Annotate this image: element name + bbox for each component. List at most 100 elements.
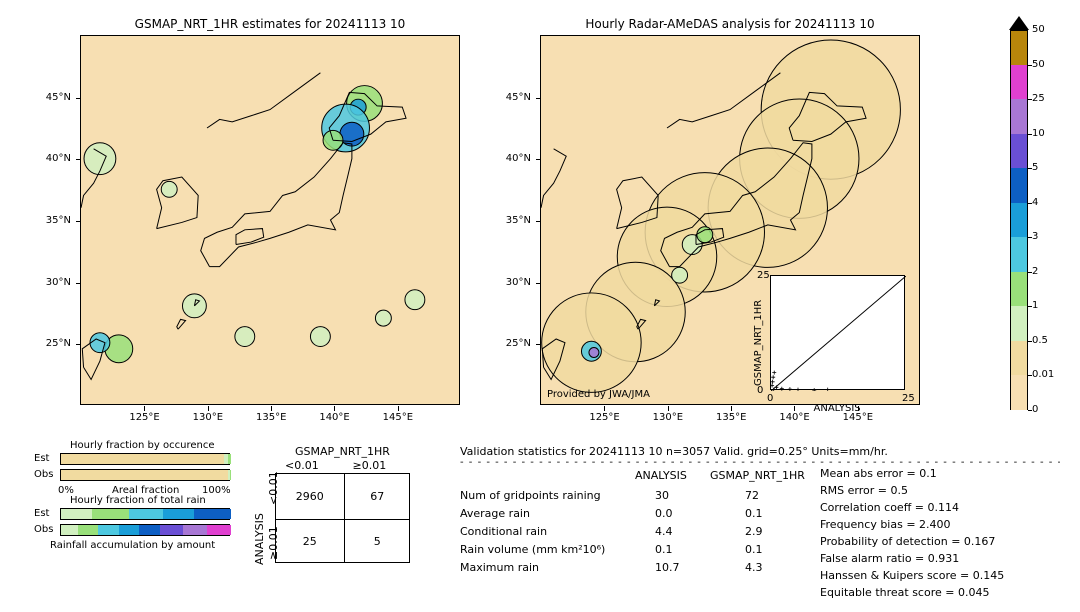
contingency-col-header: ≥0.01 (353, 459, 387, 472)
contingency-cell: 2960 (276, 474, 344, 519)
bars-row (60, 469, 230, 481)
colorbar-tick-label: 0 (1032, 404, 1038, 415)
validation-row-label: Rain volume (mm km²10⁶) (460, 543, 605, 556)
colorbar-segment (1010, 134, 1028, 169)
validation-gsmap-value: 2.9 (745, 525, 763, 538)
bars-segment (194, 509, 231, 519)
xtick-label: 125°E (589, 412, 619, 423)
bars-row-label: Est (34, 508, 49, 519)
validation-stat: Correlation coeff = 0.114 (820, 501, 959, 514)
bars-segment (160, 525, 184, 535)
bars-segment (92, 509, 129, 519)
validation-analysis-value: 0.0 (655, 507, 673, 520)
xtick-label: 135°E (256, 412, 286, 423)
xtick-label: 140°E (319, 412, 349, 423)
validation-row-label: Average rain (460, 507, 530, 520)
ytick-label: 30°N (506, 277, 531, 288)
scatter-xtick: 25 (902, 393, 915, 404)
colorbar-tick-label: 50 (1032, 24, 1045, 35)
bars-row-label: Est (34, 453, 49, 464)
bars-title: Hourly fraction of total rain (70, 495, 206, 506)
ytick-label: 45°N (506, 92, 531, 103)
bars-segment (139, 525, 159, 535)
bars-segment (230, 470, 231, 480)
bars-row-label: Obs (34, 469, 53, 480)
validation-gsmap-value: 0.1 (745, 507, 763, 520)
ytick-label: 25°N (46, 338, 71, 349)
validation-gsmap-value: 4.3 (745, 561, 763, 574)
contingency-side-label: ANALYSIS (253, 513, 266, 565)
colorbar-tick-label: 3 (1032, 231, 1038, 242)
map-left: GSMAP_NRT_1HR estimates for 20241113 10 … (80, 35, 460, 405)
colorbar-segment (1010, 65, 1028, 100)
validation-stat: Hanssen & Kuipers score = 0.145 (820, 569, 1004, 582)
colorbar-tick-label: 4 (1032, 197, 1038, 208)
xtick-label: 140°E (779, 412, 809, 423)
colorbar-segment (1010, 272, 1028, 307)
bars-segment (98, 525, 118, 535)
validation-row-label: Conditional rain (460, 525, 547, 538)
validation-stat: Frequency bias = 2.400 (820, 518, 951, 531)
colorbar-segment (1010, 341, 1028, 376)
ytick-label: 25°N (506, 338, 531, 349)
scatter-ytick: 25 (757, 270, 770, 281)
colorbar-tick-label: 1 (1032, 300, 1038, 311)
validation-col-header: GSMAP_NRT_1HR (710, 469, 805, 482)
xtick-label: 135°E (716, 412, 746, 423)
colorbar-segment (1010, 30, 1028, 65)
bars-row (60, 508, 230, 520)
xtick-label: 130°E (653, 412, 683, 423)
bars-row-label: Obs (34, 524, 53, 535)
validation-analysis-value: 0.1 (655, 543, 673, 556)
colorbar-overflow-icon (1009, 16, 1029, 30)
bars-title: Hourly fraction by occurence (70, 440, 214, 451)
validation-gsmap-value: 72 (745, 489, 759, 502)
attribution-label: Provided by JWA/JMA (547, 389, 650, 400)
colorbar-segment (1010, 99, 1028, 134)
map-right-title: Hourly Radar-AMeDAS analysis for 2024111… (540, 17, 920, 31)
bars-segment (228, 454, 231, 464)
validation-row-label: Maximum rain (460, 561, 539, 574)
validation-stat: False alarm ratio = 0.931 (820, 552, 959, 565)
bars-footer: Rainfall accumulation by amount (50, 540, 215, 551)
colorbar: 00.010.51234510255050 (1010, 30, 1078, 430)
validation-col-header: ANALYSIS (635, 469, 687, 482)
ytick-label: 35°N (506, 215, 531, 226)
ytick-label: 40°N (506, 153, 531, 164)
ytick-label: 35°N (46, 215, 71, 226)
bars-segment (61, 454, 224, 464)
scatter-ylabel: GSMAP_NRT_1HR (753, 300, 764, 386)
validation-gsmap-value: 0.1 (745, 543, 763, 556)
colorbar-tick-label: 25 (1032, 93, 1045, 104)
contingency-cell: 5 (344, 519, 412, 564)
colorbar-tick-label: 2 (1032, 266, 1038, 277)
colorbar-tick-label: 0.5 (1032, 335, 1048, 346)
bars-axis-right: 100% (202, 485, 231, 496)
scatter-inset: 002525ANALYSISGSMAP_NRT_1HR (770, 275, 905, 390)
contingency-col-header: <0.01 (285, 459, 319, 472)
scatter-ytick: 0 (757, 385, 763, 396)
bars-segment (163, 509, 194, 519)
xtick-label: 130°E (193, 412, 223, 423)
colorbar-segment (1010, 237, 1028, 272)
ytick-label: 30°N (46, 277, 71, 288)
ytick-label: 45°N (46, 92, 71, 103)
bars-segment (129, 509, 163, 519)
bars-segment (207, 525, 231, 535)
colorbar-segment (1010, 306, 1028, 341)
validation-stat: Equitable threat score = 0.045 (820, 586, 989, 599)
validation-row-label: Num of gridpoints raining (460, 489, 601, 502)
validation-analysis-value: 10.7 (655, 561, 680, 574)
colorbar-tick-label: 10 (1032, 128, 1045, 139)
colorbar-segment (1010, 203, 1028, 238)
bars-row (60, 524, 230, 536)
xtick-label: 145°E (383, 412, 413, 423)
validation-stat: Probability of detection = 0.167 (820, 535, 995, 548)
colorbar-tick-label: 50 (1032, 59, 1045, 70)
validation-analysis-value: 30 (655, 489, 669, 502)
colorbar-segment (1010, 375, 1028, 410)
rain-fraction-bars: Hourly fraction of total rainEstObsRainf… (60, 508, 270, 568)
contingency-table: GSMAP_NRT_1HR<0.01≥0.01ANALYSIS<0.01≥0.0… (275, 445, 450, 585)
scatter-xtick: 0 (767, 393, 773, 404)
bars-segment (78, 525, 98, 535)
